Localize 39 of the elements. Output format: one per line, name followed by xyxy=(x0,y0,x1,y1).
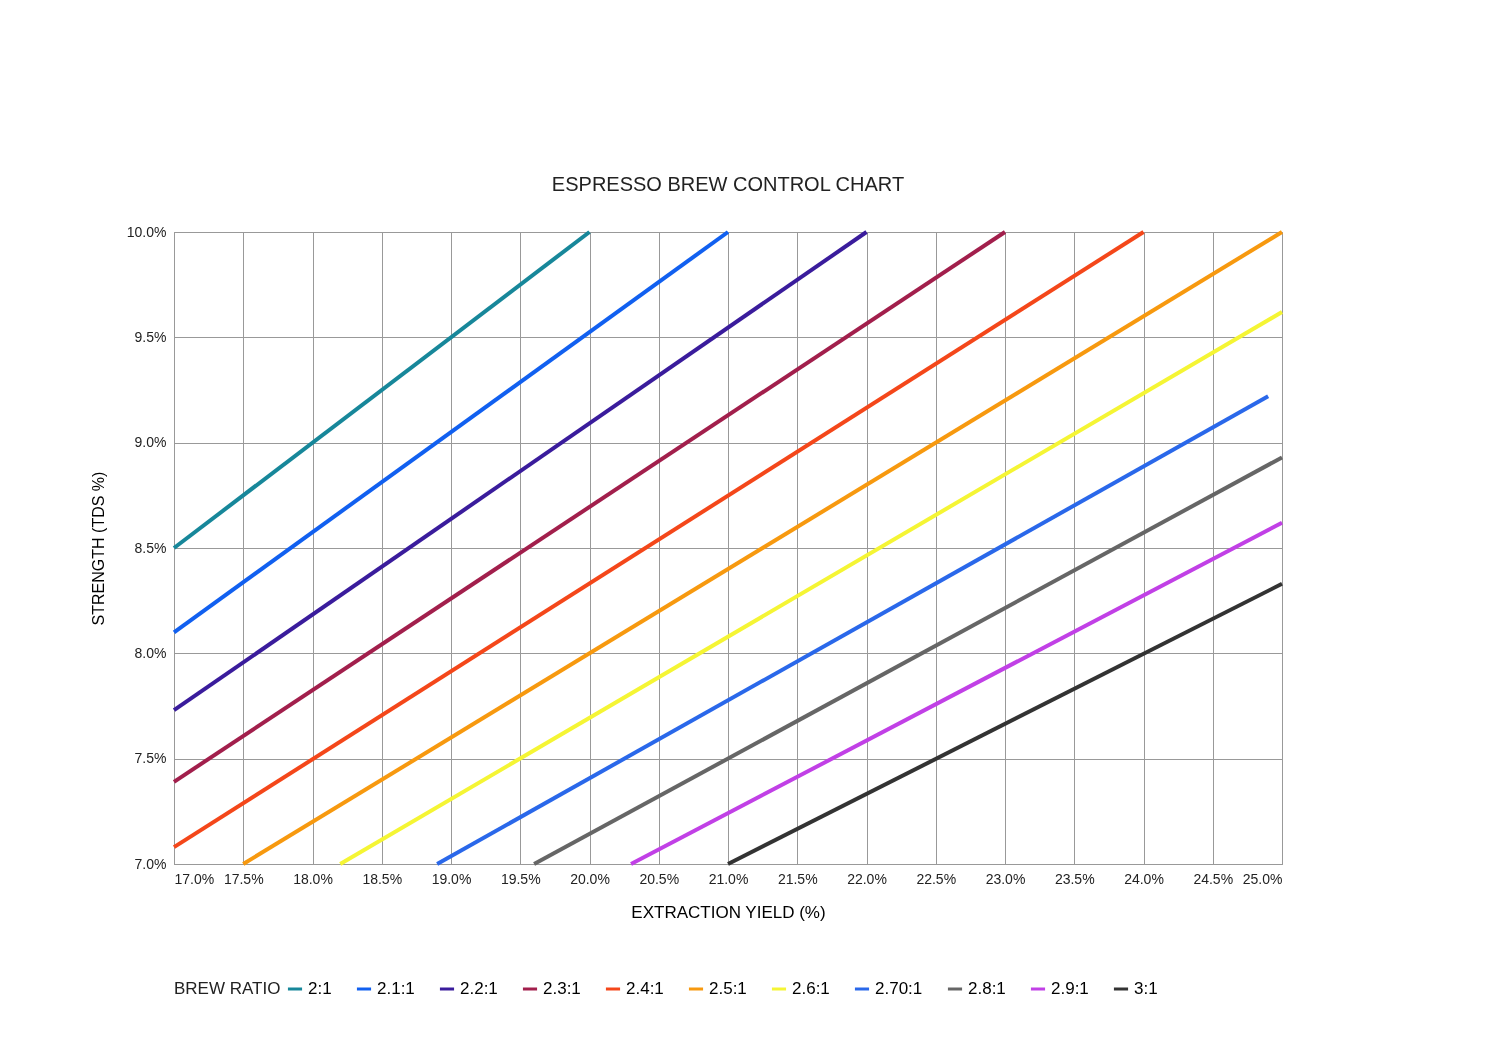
legend-label: 2:1 xyxy=(308,979,332,998)
x-tick-label: 21.5% xyxy=(777,870,818,887)
x-tick-label: 20.0% xyxy=(570,870,610,887)
x-tick-label: 17.5% xyxy=(223,870,264,887)
x-tick-label: 22.0% xyxy=(847,870,887,887)
x-tick-label: 21.0% xyxy=(708,870,749,887)
legend-label: 2.9:1 xyxy=(1051,979,1089,998)
x-tick-label: 18.5% xyxy=(362,870,403,887)
legend-label: 3:1 xyxy=(1134,979,1158,998)
legend-label: 2.70:1 xyxy=(875,979,923,998)
legend-label: 2.3:1 xyxy=(543,979,581,998)
y-axis-title: STRENGTH (TDS %) xyxy=(89,471,107,626)
x-tick-label: 22.5% xyxy=(916,870,957,887)
legend-label: 2.4:1 xyxy=(626,979,664,998)
y-tick-label: 8.0% xyxy=(134,644,167,661)
y-tick-label: 10.0% xyxy=(126,223,167,240)
legend-title: BREW RATIO xyxy=(174,979,281,998)
x-tick-label: 25.0% xyxy=(1242,870,1283,887)
x-tick-label: 17.0% xyxy=(174,870,215,887)
y-tick-label: 7.0% xyxy=(134,855,167,872)
legend-label: 2.8:1 xyxy=(968,979,1006,998)
y-tick-label: 9.0% xyxy=(134,434,167,451)
x-tick-label: 23.0% xyxy=(985,870,1026,887)
legend-label: 2.6:1 xyxy=(792,979,830,998)
x-tick-label: 24.0% xyxy=(1124,870,1164,887)
x-tick-label: 19.0% xyxy=(431,870,472,887)
x-tick-label: 24.5% xyxy=(1193,870,1234,887)
legend-label: 2.1:1 xyxy=(377,979,415,998)
y-tick-label: 8.5% xyxy=(134,539,167,556)
chart-title: ESPRESSO BREW CONTROL CHART xyxy=(551,173,905,195)
x-tick-label: 18.0% xyxy=(293,870,333,887)
legend-label: 2.2:1 xyxy=(460,979,498,998)
x-axis-title: EXTRACTION YIELD (%) xyxy=(631,902,826,922)
legend-label: 2.5:1 xyxy=(709,979,747,998)
y-tick-label: 7.5% xyxy=(134,750,167,767)
x-tick-label: 20.5% xyxy=(639,870,680,887)
y-tick-label: 9.5% xyxy=(134,328,167,345)
x-tick-label: 19.5% xyxy=(500,870,541,887)
x-tick-label: 23.5% xyxy=(1054,870,1095,887)
